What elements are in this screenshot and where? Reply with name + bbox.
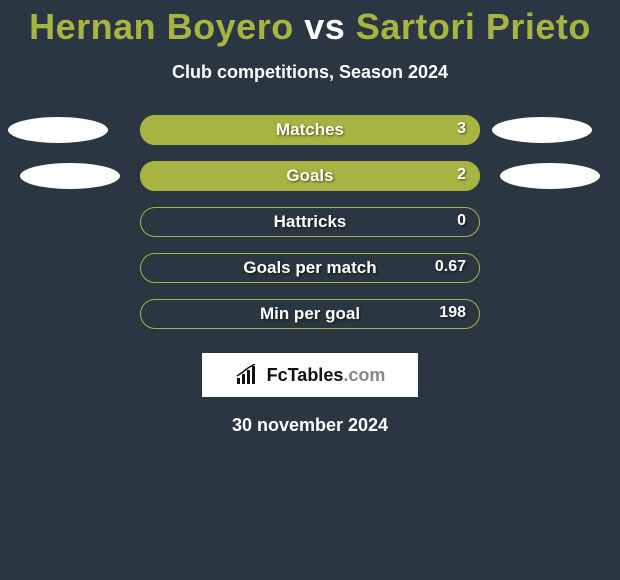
brand-text: FcTables.com [267,365,386,386]
player1-marker [8,117,108,143]
brand-muted: .com [343,365,385,385]
stat-row: Goals per match0.67 [140,253,480,283]
bar-label: Hattricks [140,212,480,232]
bar-label: Min per goal [140,304,480,324]
comparison-widget: Hernan Boyero vs Sartori Prieto Club com… [0,6,620,436]
stat-row: Goals2 [140,161,480,191]
bar-value: 3 [457,120,466,138]
date-label: 30 november 2024 [0,415,620,436]
bar-value: 198 [439,304,466,322]
bar-label: Goals [140,166,480,186]
player1-marker [20,163,120,189]
bar-value: 2 [457,166,466,184]
bar-label: Matches [140,120,480,140]
vs-text: vs [304,6,345,47]
brand-badge[interactable]: FcTables.com [202,353,418,397]
stat-row: Hattricks0 [140,207,480,237]
subtitle: Club competitions, Season 2024 [0,62,620,83]
player2-marker [492,117,592,143]
bar-value: 0.67 [435,258,466,276]
stat-row: Matches3 [140,115,480,145]
player2-name: Sartori Prieto [356,6,591,47]
stats-rows: Matches3Goals2Hattricks0Goals per match0… [0,115,620,329]
bar-value: 0 [457,212,466,230]
stat-row: Min per goal198 [140,299,480,329]
player2-marker [500,163,600,189]
player1-name: Hernan Boyero [29,6,294,47]
brand-strong: FcTables [267,365,344,385]
page-title: Hernan Boyero vs Sartori Prieto [0,6,620,48]
chart-icon [235,364,261,386]
bar-label: Goals per match [140,258,480,278]
